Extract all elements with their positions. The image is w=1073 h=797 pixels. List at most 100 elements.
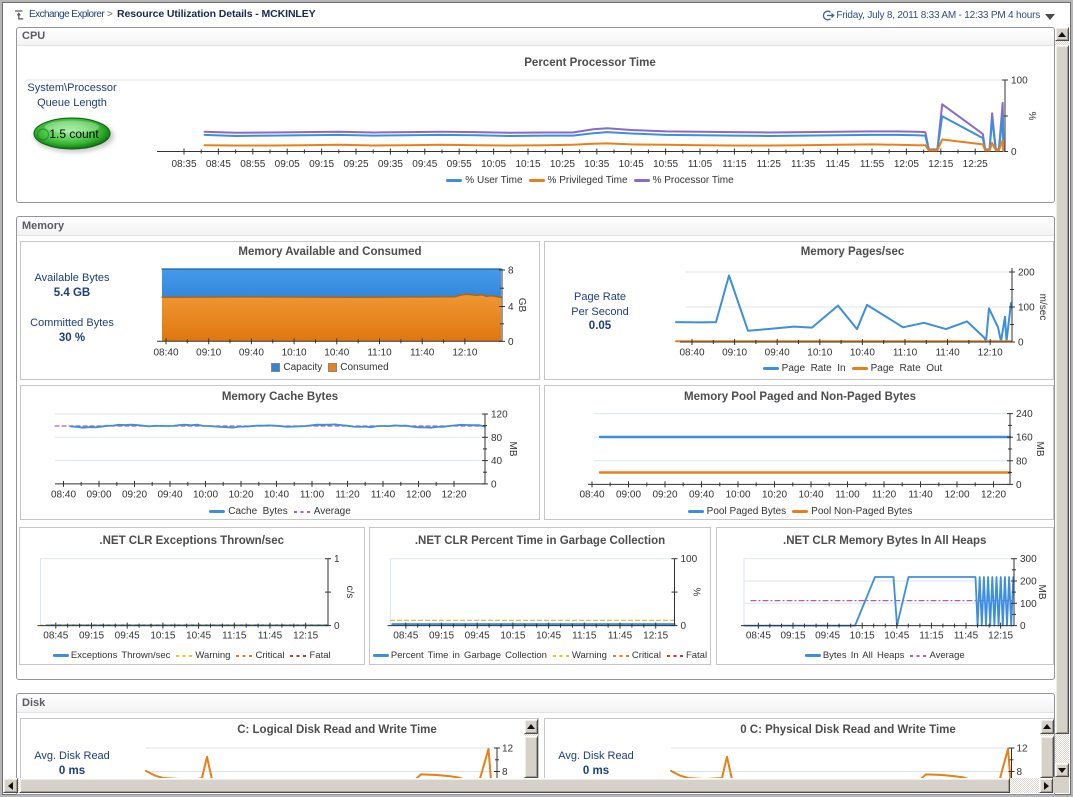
svg-text:40: 40 xyxy=(491,456,503,467)
svg-text:10:40: 10:40 xyxy=(324,348,349,359)
svg-text:10:15: 10:15 xyxy=(850,631,875,642)
svg-text:10:20: 10:20 xyxy=(762,490,787,501)
svg-text:08:40: 08:40 xyxy=(579,490,604,501)
svg-text:GB: GB xyxy=(516,298,527,313)
svg-text:11:40: 11:40 xyxy=(410,348,435,359)
svg-text:100: 100 xyxy=(1011,76,1028,87)
svg-text:08:55: 08:55 xyxy=(240,159,265,170)
svg-text:11:45: 11:45 xyxy=(258,631,283,642)
svg-text:MB: MB xyxy=(1034,442,1045,457)
svg-text:200: 200 xyxy=(1018,268,1035,279)
svg-text:09:05: 09:05 xyxy=(275,159,300,170)
svg-text:09:55: 09:55 xyxy=(447,159,472,170)
svg-text:10:45: 10:45 xyxy=(186,631,211,642)
svg-text:08:45: 08:45 xyxy=(746,631,771,642)
svg-text:11:40: 11:40 xyxy=(908,490,933,501)
svg-text:11:15: 11:15 xyxy=(722,159,747,170)
svg-text:12:20: 12:20 xyxy=(981,490,1006,501)
svg-text:11:05: 11:05 xyxy=(688,159,713,170)
svg-text:09:45: 09:45 xyxy=(465,631,490,642)
svg-text:10:20: 10:20 xyxy=(228,490,253,501)
svg-text:%: % xyxy=(691,588,702,597)
svg-text:100: 100 xyxy=(1020,599,1037,610)
svg-text:100: 100 xyxy=(1018,303,1035,314)
svg-text:12:10: 12:10 xyxy=(978,348,1003,359)
svg-text:09:40: 09:40 xyxy=(157,490,182,501)
svg-text:10:45: 10:45 xyxy=(536,631,561,642)
svg-text:8: 8 xyxy=(508,266,514,277)
svg-text:09:00: 09:00 xyxy=(86,490,111,501)
svg-text:08:45: 08:45 xyxy=(43,631,68,642)
svg-text:10:10: 10:10 xyxy=(282,348,307,359)
svg-text:300: 300 xyxy=(1020,554,1037,565)
svg-text:0: 0 xyxy=(1018,338,1024,349)
svg-text:0: 0 xyxy=(1016,480,1022,491)
svg-text:240: 240 xyxy=(1016,409,1033,420)
svg-text:11:10: 11:10 xyxy=(367,348,392,359)
svg-text:12:25: 12:25 xyxy=(963,159,988,170)
svg-text:09:00: 09:00 xyxy=(616,490,641,501)
svg-text:11:45: 11:45 xyxy=(608,631,633,642)
svg-text:09:10: 09:10 xyxy=(722,348,747,359)
svg-text:12:20: 12:20 xyxy=(441,490,466,501)
svg-text:10:05: 10:05 xyxy=(481,159,506,170)
svg-text:11:35: 11:35 xyxy=(791,159,816,170)
svg-text:11:15: 11:15 xyxy=(222,631,247,642)
svg-text:12:15: 12:15 xyxy=(293,631,318,642)
svg-text:12:15: 12:15 xyxy=(928,159,953,170)
svg-text:12:15: 12:15 xyxy=(643,631,668,642)
svg-text:08:45: 08:45 xyxy=(393,631,418,642)
svg-text:12: 12 xyxy=(502,744,514,755)
svg-text:8: 8 xyxy=(1017,767,1023,778)
svg-text:0: 0 xyxy=(491,479,497,490)
svg-text:100: 100 xyxy=(681,554,698,565)
svg-text:10:00: 10:00 xyxy=(725,490,750,501)
svg-text:10:40: 10:40 xyxy=(850,348,875,359)
svg-text:08:40: 08:40 xyxy=(679,348,704,359)
svg-text:10:25: 10:25 xyxy=(550,159,575,170)
svg-text:08:40: 08:40 xyxy=(51,490,76,501)
svg-text:11:45: 11:45 xyxy=(825,159,850,170)
svg-text:08:45: 08:45 xyxy=(206,159,231,170)
svg-text:09:35: 09:35 xyxy=(378,159,403,170)
svg-text:08:40: 08:40 xyxy=(153,348,178,359)
svg-text:09:15: 09:15 xyxy=(309,159,334,170)
svg-text:09:45: 09:45 xyxy=(815,631,840,642)
svg-text:12:00: 12:00 xyxy=(944,490,969,501)
svg-text:10:15: 10:15 xyxy=(515,159,540,170)
svg-text:m/sec: m/sec xyxy=(1037,294,1048,321)
svg-text:08:35: 08:35 xyxy=(171,159,196,170)
svg-text:0: 0 xyxy=(1011,147,1017,158)
svg-text:10:55: 10:55 xyxy=(653,159,678,170)
svg-text:MB: MB xyxy=(1036,585,1047,600)
svg-text:09:15: 09:15 xyxy=(79,631,104,642)
svg-text:11:40: 11:40 xyxy=(935,348,960,359)
svg-text:09:15: 09:15 xyxy=(429,631,454,642)
svg-text:4: 4 xyxy=(508,302,514,313)
svg-text:0: 0 xyxy=(681,621,687,632)
svg-text:MB: MB xyxy=(507,442,518,457)
svg-text:80: 80 xyxy=(1016,456,1028,467)
svg-text:10:40: 10:40 xyxy=(264,490,289,501)
svg-text:11:00: 11:00 xyxy=(835,490,860,501)
svg-text:10:15: 10:15 xyxy=(150,631,175,642)
svg-text:160: 160 xyxy=(1016,433,1033,444)
svg-text:09:25: 09:25 xyxy=(343,159,368,170)
svg-text:10:35: 10:35 xyxy=(584,159,609,170)
svg-text:11:15: 11:15 xyxy=(919,631,944,642)
svg-text:10:45: 10:45 xyxy=(619,159,644,170)
svg-text:11:00: 11:00 xyxy=(300,490,325,501)
svg-text:0: 0 xyxy=(1020,621,1026,632)
svg-text:11:20: 11:20 xyxy=(872,490,897,501)
svg-text:11:45: 11:45 xyxy=(954,631,979,642)
svg-text:12:05: 12:05 xyxy=(894,159,919,170)
svg-text:200: 200 xyxy=(1020,577,1037,588)
svg-text:11:15: 11:15 xyxy=(572,631,597,642)
svg-text:09:40: 09:40 xyxy=(239,348,264,359)
svg-text:11:25: 11:25 xyxy=(757,159,782,170)
svg-text:11:20: 11:20 xyxy=(335,490,360,501)
svg-text:09:40: 09:40 xyxy=(765,348,790,359)
svg-text:10:40: 10:40 xyxy=(798,490,823,501)
svg-text:10:10: 10:10 xyxy=(807,348,832,359)
svg-text:09:45: 09:45 xyxy=(412,159,437,170)
